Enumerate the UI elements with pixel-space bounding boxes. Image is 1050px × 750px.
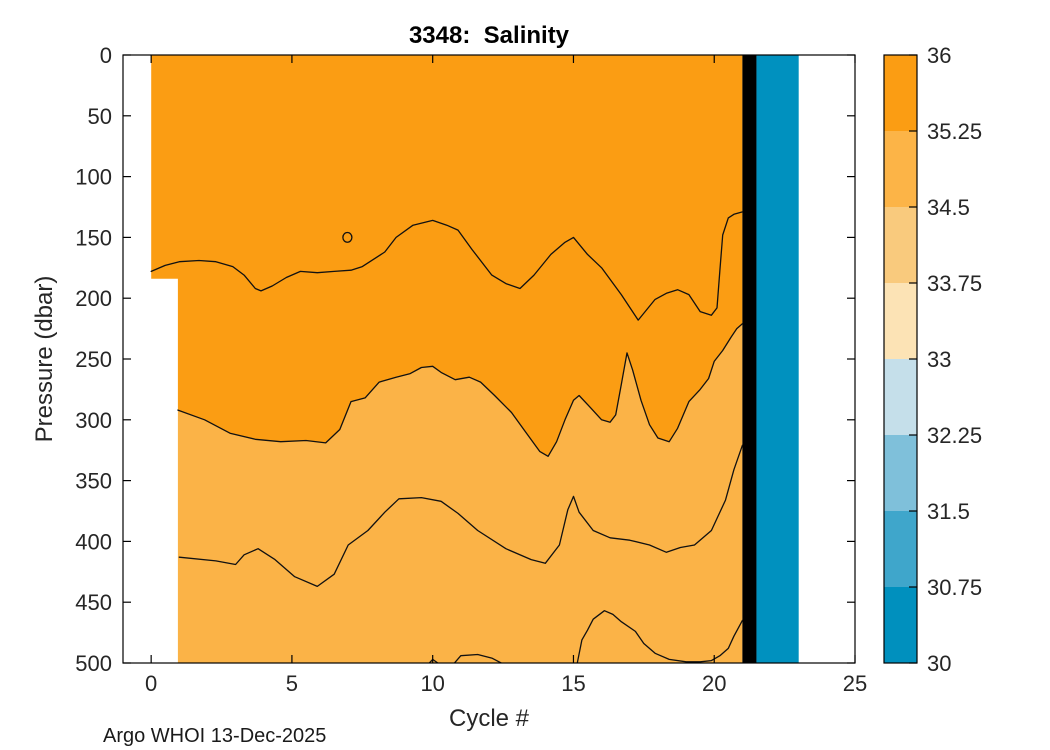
colorbar-tick-label-33: 33 [927, 347, 951, 372]
x-tick-label-0: 0 [145, 671, 157, 696]
colorbar-tick-label-30.75: 30.75 [927, 575, 982, 600]
colorbar-tick-label-33.75: 33.75 [927, 271, 982, 296]
x-tick-label-10: 10 [420, 671, 444, 696]
contour-fill-regions [151, 55, 799, 663]
contour-lines [150, 211, 744, 663]
y-tick-label-350: 350 [75, 469, 112, 494]
colorbar-band-32.25-33 [884, 359, 917, 435]
y-tick-label-150: 150 [75, 225, 112, 250]
bottom-contour-fragment-2 [576, 610, 744, 663]
colorbar-tick-label-35.25: 35.25 [927, 119, 982, 144]
colorbar-tick-label-31.5: 31.5 [927, 499, 970, 524]
y-axis-label: Pressure (dbar) [31, 276, 58, 443]
region-mid-salinity [177, 323, 743, 663]
x-tick-label-20: 20 [702, 671, 726, 696]
y-tick-label-250: 250 [75, 347, 112, 372]
colorbar-band-30.75-31.5 [884, 511, 917, 587]
colorbar-tick-label-32.25: 32.25 [927, 423, 982, 448]
y-tick-label-0: 0 [100, 43, 112, 68]
y-tick-label-50: 50 [88, 104, 112, 129]
x-tick-label-5: 5 [286, 671, 298, 696]
y-tick-label-450: 450 [75, 590, 112, 615]
y-tick-label-500: 500 [75, 651, 112, 676]
upper-contour-line [150, 211, 744, 321]
y-tick-label-100: 100 [75, 165, 112, 190]
x-axis-label: Cycle # [449, 705, 530, 732]
band-boundary-35.25 [177, 323, 744, 457]
colorbar-tick-label-30: 30 [927, 651, 951, 676]
region-low-salinity [756, 55, 799, 663]
mid-contour-line [178, 444, 744, 588]
y-tick-label-300: 300 [75, 408, 112, 433]
colorbar-band-33.75-34.5 [884, 207, 917, 283]
y-tick-label-400: 400 [75, 529, 112, 554]
x-tick-label-15: 15 [561, 671, 585, 696]
colorbar-band-30-30.75 [884, 587, 917, 663]
colorbar: 30 30.75 31.5 32.25 33 33.75 34.5 35.25 36 [883, 43, 982, 676]
colorbar-tick-label-36: 36 [927, 43, 951, 68]
region-high-salinity [151, 55, 743, 457]
source-annotation: Argo WHOI 13-Dec-2025 [103, 725, 326, 747]
closed-contour-loop [342, 231, 353, 243]
gradient-front-bar [742, 55, 757, 663]
x-tick-label-25: 25 [843, 671, 867, 696]
colorbar-band-33-33.75 [884, 283, 917, 359]
y-tick-label-200: 200 [75, 286, 112, 311]
colorbar-band-35.25-36 [884, 55, 917, 131]
colorbar-tick-label-34.5: 34.5 [927, 195, 970, 220]
colorbar-band-34.5-35.25 [884, 131, 917, 207]
colorbar-band-31.5-32.25 [884, 435, 917, 511]
bottom-contour-fragment-1 [453, 653, 503, 663]
plot-title: 3348: Salinity [409, 22, 570, 49]
